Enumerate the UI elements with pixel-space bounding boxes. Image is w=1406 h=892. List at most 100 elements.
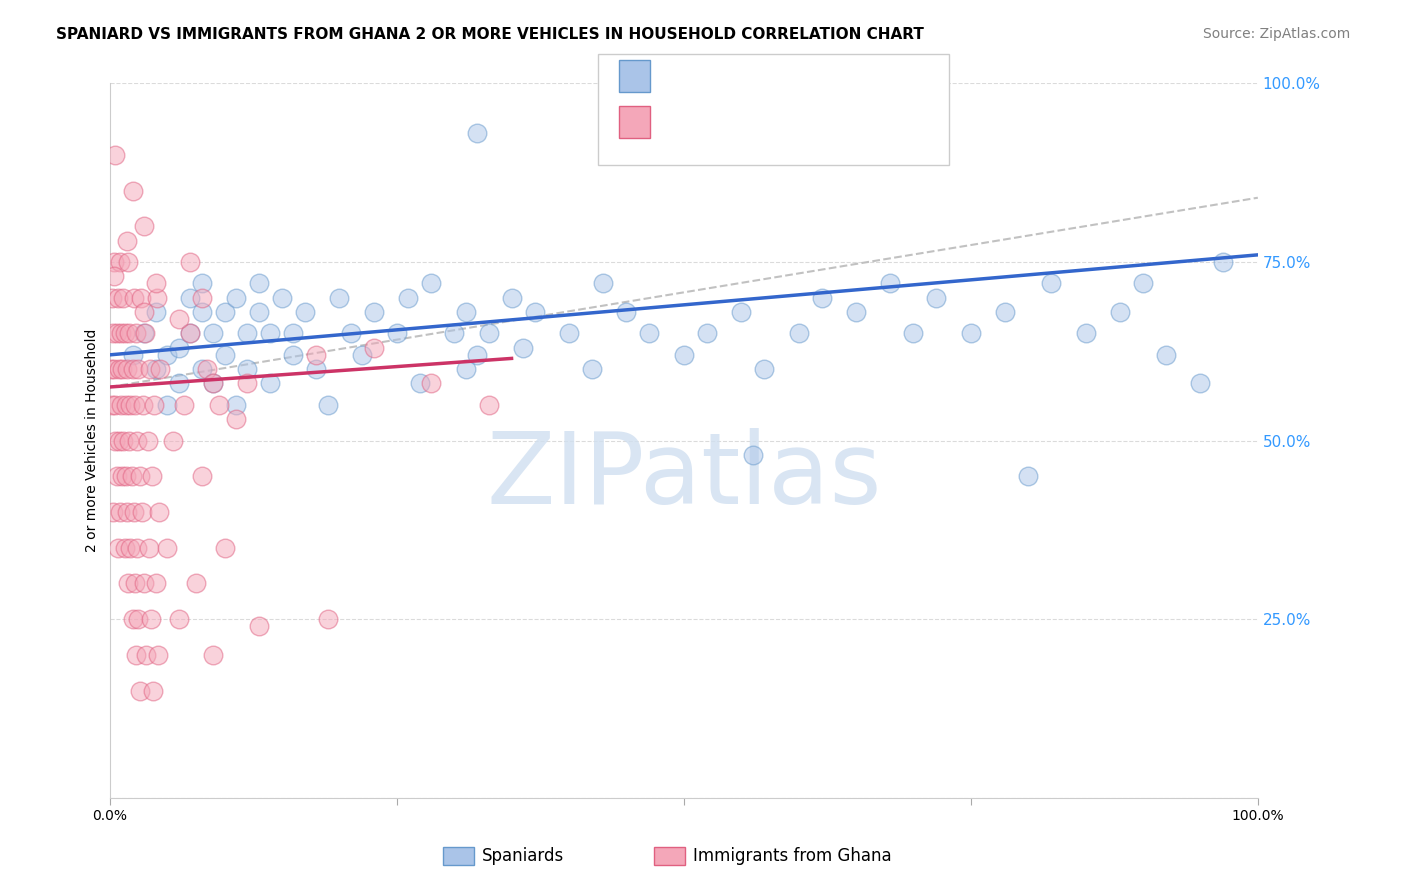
Point xyxy=(190,362,212,376)
Point xyxy=(111,469,134,483)
Point xyxy=(208,398,231,412)
Point xyxy=(134,219,156,234)
Point xyxy=(105,469,128,483)
Point xyxy=(592,277,614,291)
Point xyxy=(352,348,374,362)
Point xyxy=(125,648,148,662)
Point xyxy=(523,305,546,319)
Point xyxy=(148,505,170,519)
Point xyxy=(512,341,534,355)
Point xyxy=(124,398,146,412)
Point xyxy=(396,291,419,305)
Point xyxy=(741,448,763,462)
Point xyxy=(247,305,270,319)
Point xyxy=(101,291,124,305)
Point xyxy=(363,341,385,355)
Point xyxy=(1074,326,1097,341)
Point xyxy=(121,469,143,483)
Point xyxy=(108,362,131,376)
Point xyxy=(328,291,350,305)
Y-axis label: 2 or more Vehicles in Household: 2 or more Vehicles in Household xyxy=(86,329,100,552)
Point xyxy=(139,612,162,626)
Point xyxy=(156,541,179,555)
Text: Source: ZipAtlas.com: Source: ZipAtlas.com xyxy=(1202,27,1350,41)
Point xyxy=(1109,305,1132,319)
Point xyxy=(132,398,155,412)
Point xyxy=(247,619,270,633)
Point xyxy=(179,291,201,305)
Text: SPANIARD VS IMMIGRANTS FROM GHANA 2 OR MORE VEHICLES IN HOUSEHOLD CORRELATION CH: SPANIARD VS IMMIGRANTS FROM GHANA 2 OR M… xyxy=(56,27,924,42)
Point xyxy=(114,326,136,341)
Point xyxy=(162,434,184,448)
Point xyxy=(121,184,143,198)
Point xyxy=(202,648,225,662)
Point xyxy=(558,326,581,341)
Point xyxy=(672,348,695,362)
Point xyxy=(409,376,432,391)
Point xyxy=(101,505,124,519)
Point xyxy=(107,541,129,555)
Point xyxy=(179,326,201,341)
Point xyxy=(225,412,247,426)
Point xyxy=(638,326,661,341)
Point xyxy=(118,326,141,341)
Point xyxy=(110,326,132,341)
Point xyxy=(108,434,131,448)
Point xyxy=(145,305,167,319)
Point xyxy=(1189,376,1212,391)
Point xyxy=(190,291,212,305)
Point xyxy=(101,398,124,412)
Point xyxy=(225,291,247,305)
Point xyxy=(134,305,156,319)
Point xyxy=(143,398,166,412)
Point xyxy=(121,612,143,626)
Point xyxy=(120,541,142,555)
Point xyxy=(879,277,901,291)
Point xyxy=(173,398,195,412)
Point xyxy=(845,305,868,319)
Point xyxy=(305,362,328,376)
Point xyxy=(104,434,127,448)
Point xyxy=(959,326,981,341)
Point xyxy=(112,434,135,448)
Point xyxy=(114,541,136,555)
Text: Spaniards: Spaniards xyxy=(482,847,564,865)
Point xyxy=(110,398,132,412)
Point xyxy=(128,469,150,483)
Point xyxy=(184,576,207,591)
Point xyxy=(120,398,142,412)
Point xyxy=(305,348,328,362)
Point xyxy=(117,255,139,269)
Point xyxy=(478,326,501,341)
Point xyxy=(214,305,236,319)
Point xyxy=(134,326,156,341)
Point xyxy=(202,376,225,391)
Point xyxy=(149,362,172,376)
Point xyxy=(340,326,363,341)
Text: ZIPatlas: ZIPatlas xyxy=(486,428,882,524)
Point xyxy=(122,505,145,519)
Point xyxy=(111,362,134,376)
Point xyxy=(363,305,385,319)
Text: R =  0.049   N = 98: R = 0.049 N = 98 xyxy=(661,113,868,131)
Point xyxy=(112,291,135,305)
Point xyxy=(145,362,167,376)
Point xyxy=(179,255,201,269)
Point xyxy=(294,305,316,319)
Point xyxy=(115,505,138,519)
Point xyxy=(225,398,247,412)
Point xyxy=(167,376,190,391)
Point xyxy=(167,612,190,626)
Point xyxy=(614,305,637,319)
Point xyxy=(127,362,149,376)
Point xyxy=(478,398,501,412)
Point xyxy=(1132,277,1154,291)
Point xyxy=(156,348,179,362)
Point xyxy=(167,341,190,355)
Point xyxy=(179,326,201,341)
Point xyxy=(1017,469,1039,483)
Point xyxy=(145,576,167,591)
Point xyxy=(787,326,810,341)
Point xyxy=(124,576,146,591)
Point xyxy=(127,612,149,626)
